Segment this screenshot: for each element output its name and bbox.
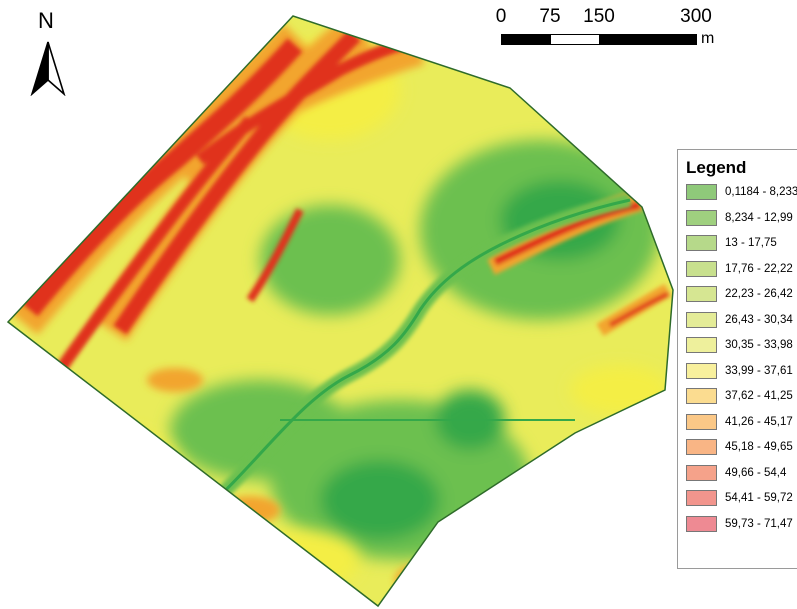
legend-label: 17,76 - 22,22 <box>725 262 793 275</box>
channel-line <box>203 198 631 512</box>
legend-item: 26,43 - 30,34 <box>686 310 793 330</box>
legend-item: 22,23 - 26,42 <box>686 284 793 304</box>
south-patch-2 <box>395 564 445 596</box>
legend-item: 41,26 - 45,17 <box>686 412 793 432</box>
legend-item: 30,35 - 33,98 <box>686 335 793 355</box>
scale-unit: m <box>701 30 715 47</box>
legend-label: 49,66 - 54,4 <box>725 466 787 479</box>
legend-label: 8,234 - 12,99 <box>725 211 793 224</box>
ridge-core-1 <box>22 38 303 317</box>
green-zone-center <box>260 205 400 315</box>
scale-bar: 0 75 150 300 m <box>493 6 723 50</box>
legend-swatch <box>686 260 717 277</box>
legend-item: 49,66 - 54,4 <box>686 463 786 483</box>
legend-item: 13 - 17,75 <box>686 233 777 253</box>
yellow-zone-southwest <box>240 530 360 590</box>
legend-swatch <box>686 184 717 200</box>
yellow-zone-west <box>60 430 180 510</box>
ridge-core-2 <box>55 116 255 374</box>
legend-label: 13 - 17,75 <box>725 237 777 249</box>
scale-segment-1 <box>501 34 551 45</box>
south-patch-1 <box>220 496 280 524</box>
yellow-zone-east <box>570 365 670 415</box>
east-ridge-core <box>493 201 641 266</box>
legend-item: 0,1184 - 8,233 <box>686 182 797 202</box>
scale-label-0: 0 <box>495 6 507 27</box>
steep-ridge-cores <box>22 29 422 374</box>
legend-item: 54,41 - 59,72 <box>686 488 793 508</box>
legend-label: 26,43 - 30,34 <box>725 313 793 326</box>
north-label: N <box>38 8 54 33</box>
legend-label: 0,1184 - 8,233 <box>725 186 797 198</box>
southwest-patch <box>147 368 203 392</box>
legend-swatch <box>686 311 717 328</box>
legend-swatch <box>686 413 717 430</box>
legend-swatch <box>686 388 717 404</box>
ridge-core-3 <box>113 29 361 335</box>
legend-item: 59,73 - 71,47 <box>686 514 793 534</box>
legend-swatch <box>686 286 717 302</box>
legend-label: 30,35 - 33,98 <box>725 339 793 351</box>
scale-segment-3 <box>599 34 697 45</box>
legend-swatch <box>686 490 717 506</box>
north-arrow-icon <box>30 41 66 96</box>
legend-swatch <box>686 439 717 455</box>
scale-label-150: 150 <box>583 6 615 27</box>
legend-label: 54,41 - 59,72 <box>725 492 793 504</box>
legend-label: 41,26 - 45,17 <box>725 415 793 428</box>
study-area-boundary <box>6 15 674 608</box>
legend-swatch <box>686 362 717 379</box>
east-slope-core <box>608 291 670 328</box>
legend-item: 17,76 - 22,22 <box>686 259 793 279</box>
legend-swatch <box>686 209 717 226</box>
legend-item: 37,62 - 41,25 <box>686 386 793 406</box>
legend-label: 37,62 - 41,25 <box>725 390 793 402</box>
legend-label: 45,18 - 49,65 <box>725 441 793 453</box>
green-core-south <box>320 460 440 540</box>
drainage-channel <box>200 193 632 516</box>
legend-swatch <box>686 515 717 532</box>
legend: Legend 0,1184 - 8,233 8,234 - 12,99 13 - 1… <box>677 149 797 569</box>
legend-item: 8,234 - 12,99 <box>686 208 793 228</box>
legend-item: 45,18 - 49,65 <box>686 437 793 457</box>
scale-label-75: 75 <box>539 6 561 27</box>
legend-label: 59,73 - 71,47 <box>725 517 793 530</box>
legend-swatch <box>686 235 717 251</box>
legend-item: 33,99 - 37,61 <box>686 361 793 381</box>
legend-label: 33,99 - 37,61 <box>725 364 793 377</box>
legend-title: Legend <box>686 158 747 177</box>
ridge-core-5 <box>246 208 304 303</box>
legend-swatch <box>686 337 717 353</box>
scale-segment-2 <box>550 34 600 45</box>
legend-label: 22,23 - 26,42 <box>725 288 793 300</box>
legend-swatch <box>686 464 717 481</box>
scale-label-300: 300 <box>680 6 712 27</box>
